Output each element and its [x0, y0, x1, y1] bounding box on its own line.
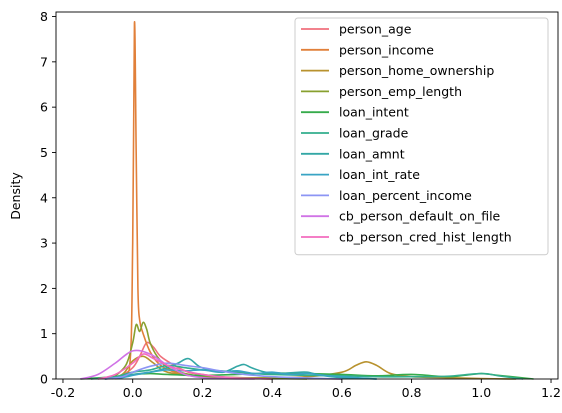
- y-tick-label: 5: [40, 145, 48, 160]
- y-axis: 0 1 2 3 4 5 6 7 8: [40, 9, 56, 387]
- y-tick-label: 2: [40, 281, 48, 296]
- y-tick-label: 3: [40, 236, 48, 251]
- plot-frame: [55, 11, 559, 380]
- x-tick-label: 1.0: [471, 385, 491, 400]
- series-line-cb-person-default-on-file: [80, 349, 255, 380]
- x-tick-label: 0.2: [192, 385, 212, 400]
- x-tick-label: 0.0: [123, 385, 143, 400]
- legend-label: loan_intent: [339, 105, 409, 120]
- x-tick-label: 0.6: [332, 385, 352, 400]
- legend-label: cb_person_default_on_file: [339, 209, 501, 224]
- series-line-loan-percent-income: [104, 362, 342, 380]
- x-tick-label: -0.2: [51, 385, 75, 400]
- y-tick-label: 1: [40, 326, 48, 341]
- y-tick-label: 8: [40, 9, 48, 24]
- legend-label: loan_amnt: [339, 146, 405, 161]
- series-line-cb-person-cred-hist-length: [97, 353, 273, 380]
- legend-label: loan_int_rate: [339, 167, 420, 182]
- y-tick-label: 6: [40, 100, 48, 115]
- legend-box: [294, 17, 549, 256]
- plot-lines: [80, 21, 534, 380]
- y-tick-label: 7: [40, 54, 48, 69]
- y-tick-label: 0: [40, 372, 48, 387]
- legend-label: person_emp_length: [339, 84, 462, 99]
- y-tick-label: 4: [40, 190, 48, 205]
- x-axis: -0.2 0.0 0.2 0.4 0.6 0.8 1.0 1.2: [51, 379, 561, 400]
- legend-label: person_income: [339, 42, 434, 57]
- y-axis-label: Density: [8, 172, 23, 220]
- legend-label: person_age: [339, 22, 412, 37]
- x-tick-label: 0.8: [402, 385, 422, 400]
- legend: person_age person_income person_home_owner…: [294, 17, 549, 256]
- legend-label: person_home_ownership: [339, 63, 494, 78]
- legend-label: loan_grade: [339, 126, 409, 141]
- x-tick-label: 0.4: [262, 385, 282, 400]
- legend-label: cb_person_cred_hist_length: [339, 230, 512, 245]
- legend-label: loan_percent_income: [339, 188, 472, 203]
- x-tick-label: 1.2: [541, 385, 561, 400]
